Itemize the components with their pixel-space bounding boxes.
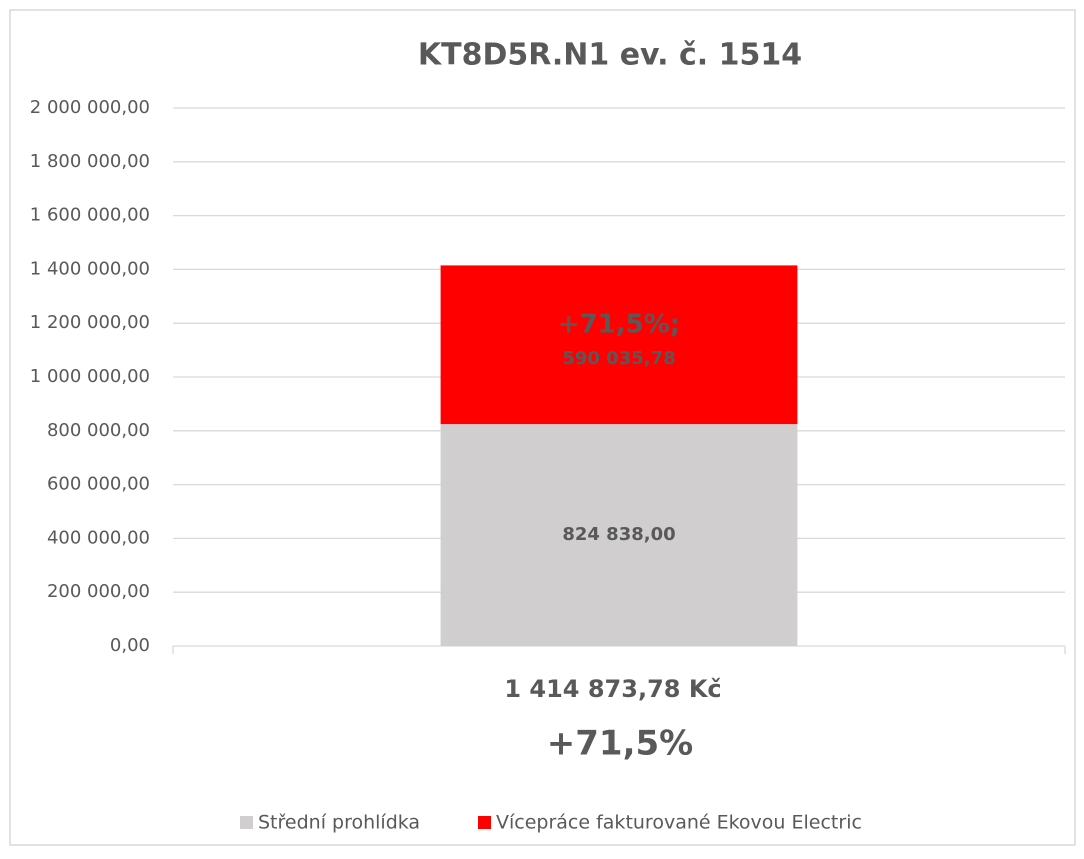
legend-label: Střední prohlídka bbox=[258, 812, 420, 834]
y-tick-label: 1 400 000,00 bbox=[30, 258, 150, 279]
x-tick-label: 1 414 873,78 Kč bbox=[504, 675, 721, 703]
y-tick-label: 200 000,00 bbox=[47, 581, 150, 602]
data-label: 824 838,00 bbox=[562, 524, 675, 545]
y-tick-label: 1 000 000,00 bbox=[30, 366, 150, 387]
legend-swatch bbox=[240, 816, 253, 829]
legend-swatch bbox=[478, 816, 491, 829]
y-tick-label: 400 000,00 bbox=[47, 527, 150, 548]
annotation: +71,5% bbox=[547, 724, 693, 764]
y-tick-label: 800 000,00 bbox=[47, 420, 150, 441]
chart-title: KT8D5R.N1 ev. č. 1514 bbox=[418, 38, 802, 73]
bar-segment bbox=[440, 265, 798, 425]
annotation: +71,5%; bbox=[558, 309, 680, 339]
data-label: 590 035,78 bbox=[562, 348, 675, 369]
y-tick-label: 1 200 000,00 bbox=[30, 312, 150, 333]
y-tick-label: 600 000,00 bbox=[47, 474, 150, 495]
y-tick-label: 1 800 000,00 bbox=[30, 151, 150, 172]
bar-segment bbox=[440, 424, 798, 646]
y-tick-label: 0,00 bbox=[110, 635, 150, 656]
y-tick-label: 1 600 000,00 bbox=[30, 205, 150, 226]
y-tick-label: 2 000 000,00 bbox=[30, 97, 150, 118]
legend-label: Vícepráce fakturované Ekovou Electric bbox=[496, 812, 862, 834]
